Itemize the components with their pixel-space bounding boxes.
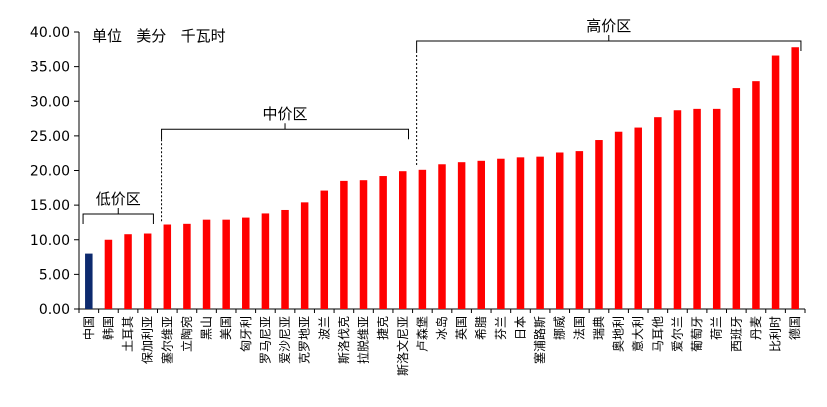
bar-日本 — [516, 157, 525, 309]
x-axis-labels: 中国 韩国 土耳其 保加利亚 塞尔维亚 立陶宛 黑山 美国 匈牙利 罗马尼亚 爱沙尼亚 克罗地亚 波兰斯… — [81, 316, 802, 376]
y-tick-label: 25.00 — [30, 129, 70, 145]
x-tick-label: 丹麦 — [749, 316, 763, 340]
x-tick-label: 瑞典 — [592, 316, 606, 340]
x-tick-label: 韩国 — [100, 316, 115, 340]
bar-冰岛 — [438, 164, 446, 309]
bar-英国 — [457, 162, 466, 309]
y-tick-label: 15.00 — [30, 198, 70, 214]
bar-美国 — [222, 219, 230, 309]
x-tick-label: 马耳他 — [651, 316, 665, 352]
x-tick-label: 卢森堡 — [414, 316, 429, 352]
bar-奥地利 — [614, 131, 623, 309]
x-tick-label: 匈牙利 — [239, 316, 253, 352]
bar-爱尔兰 — [673, 110, 682, 309]
bar-保加利亚 — [143, 233, 152, 309]
bar-韩国 — [104, 239, 113, 309]
zone-bracket — [161, 123, 410, 140]
x-tick-label: 比利时 — [769, 316, 783, 352]
bars — [85, 47, 799, 310]
y-tick-label: 20.00 — [30, 164, 70, 180]
bar-克罗地亚 — [300, 202, 309, 309]
x-tick-label: 克罗地亚 — [298, 316, 312, 364]
x-tick-label: 塞浦路斯 — [532, 316, 547, 364]
x-tick-label: 黑山 — [200, 316, 214, 340]
bar-瑞典 — [595, 140, 603, 309]
bar-意大利 — [634, 127, 642, 309]
bar-斯洛文尼亚 — [399, 171, 407, 309]
x-tick-label: 斯洛伐克 — [336, 316, 351, 364]
bar-葡萄牙 — [693, 108, 701, 310]
y-tick-label: 10.00 — [30, 233, 70, 249]
x-tick-label: 保加利亚 — [141, 316, 155, 364]
bar-中国 — [85, 253, 93, 309]
zone-bracket — [416, 35, 802, 51]
bar-丹麦 — [752, 81, 760, 309]
bar-匈牙利 — [242, 217, 250, 309]
bar-塞浦路斯 — [536, 156, 544, 309]
bar-土耳其 — [124, 234, 132, 309]
bar-德国 — [791, 47, 799, 310]
price-zones: 低价区 中价区 高价区 — [82, 17, 802, 224]
x-tick-label: 爱尔兰 — [670, 316, 685, 352]
x-tick-label: 德国 — [787, 316, 802, 340]
x-tick-label: 捷克 — [376, 316, 390, 340]
bar-拉脱维亚 — [359, 180, 368, 309]
x-tick-label: 法国 — [572, 316, 586, 340]
x-tick-label: 希腊 — [473, 316, 488, 340]
zone-label: 高价区 — [586, 17, 631, 35]
zone-bracket — [82, 208, 154, 224]
x-tick-label: 芬兰 — [494, 316, 508, 340]
x-tick-label: 葡萄牙 — [690, 316, 704, 352]
x-tick-label: 塞尔维亚 — [159, 316, 174, 364]
x-tick-label: 冰岛 — [434, 316, 449, 340]
x-tick-label: 挪威 — [553, 316, 567, 340]
y-tick-label: 40.00 — [30, 25, 70, 41]
bar-波兰 — [320, 190, 329, 309]
bar-爱沙尼亚 — [281, 209, 289, 309]
x-tick-label: 意大利 — [630, 316, 645, 352]
x-tick-label: 爱沙尼亚 — [278, 316, 292, 364]
x-tick-label: 奥地利 — [612, 316, 626, 352]
bar-芬兰 — [497, 158, 505, 309]
unit-note: 单位 美分 千瓦时 — [92, 27, 226, 45]
x-tick-label: 拉脱维亚 — [356, 316, 371, 364]
x-tick-label: 日本 — [514, 316, 528, 340]
bar-塞尔维亚 — [163, 224, 172, 309]
bar-卢森堡 — [418, 169, 427, 309]
x-tick-label: 波兰 — [317, 316, 331, 340]
bar-黑山 — [202, 219, 211, 309]
x-tick-label: 中国 — [81, 316, 96, 340]
x-tick-label: 土耳其 — [121, 316, 135, 352]
bar-立陶宛 — [183, 223, 191, 309]
x-tick-label: 英国 — [455, 316, 469, 340]
bar-马耳他 — [654, 117, 662, 310]
zone-label: 中价区 — [263, 105, 308, 123]
bar-希腊 — [477, 160, 485, 309]
y-axis: 0.00 5.00 10.00 15.00 20.00 25.00 30.00 35.00 40… — [30, 25, 806, 318]
bar-斯洛伐克 — [340, 180, 348, 309]
x-tick-label: 荷兰 — [710, 316, 724, 340]
bar-罗马尼亚 — [261, 213, 270, 309]
y-tick-label: 5.00 — [39, 267, 70, 283]
y-tick-label: 0.00 — [39, 302, 70, 318]
bar-法国 — [575, 151, 584, 309]
y-tick-label: 35.00 — [30, 60, 70, 76]
x-tick-label: 立陶宛 — [179, 316, 194, 352]
x-tick-label: 西班牙 — [729, 316, 743, 352]
zone-label: 低价区 — [96, 190, 141, 208]
bar-捷克 — [379, 176, 387, 309]
y-tick-label: 30.00 — [30, 94, 70, 110]
bar-荷兰 — [712, 108, 721, 310]
x-tick-label: 斯洛文尼亚 — [395, 316, 410, 376]
x-tick-label: 罗马尼亚 — [258, 316, 272, 364]
bar-挪威 — [555, 152, 564, 309]
x-tick-label: 美国 — [219, 316, 233, 340]
bar-比利时 — [771, 55, 780, 309]
bar-西班牙 — [732, 88, 741, 309]
